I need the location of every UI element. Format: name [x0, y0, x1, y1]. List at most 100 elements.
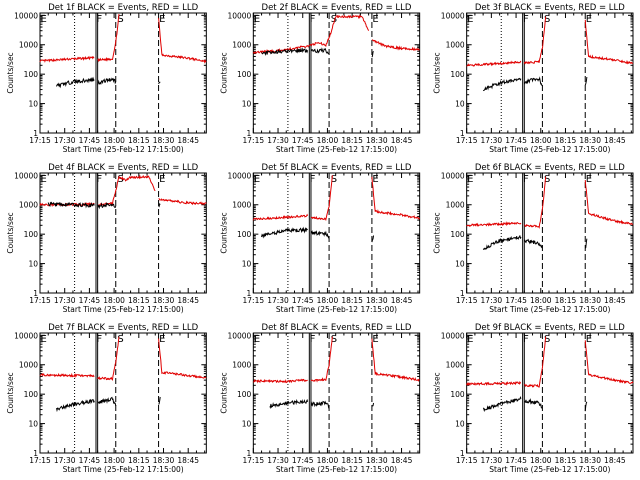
x-tick-label: 18:15: [555, 296, 577, 305]
y-tick-label: 10: [28, 260, 38, 269]
lld-series-line: [158, 338, 207, 379]
events-series-line: [47, 201, 95, 209]
x-axis-label: Start Time (25-Feb-12 17:15:00): [276, 465, 397, 474]
x-tick-label: 18:30: [579, 136, 601, 145]
y-tick-label: 10: [242, 260, 252, 269]
events-series-line: [371, 51, 374, 58]
marker-letter: E: [467, 334, 473, 345]
x-tick-label: 18:45: [391, 296, 413, 305]
x-tick-label: 18:15: [128, 456, 150, 465]
plot-frame: [39, 332, 207, 454]
lld-series-line: [371, 338, 420, 382]
y-tick-label: 1: [460, 129, 465, 138]
marker-letter: E: [467, 14, 473, 25]
events-series-line: [56, 398, 95, 413]
marker-letter: S: [331, 174, 337, 185]
x-tick-label: 18:00: [317, 136, 339, 145]
y-tick-label: 10000: [441, 11, 465, 20]
events-series-line: [269, 398, 309, 409]
y-tick-label: 10000: [14, 11, 38, 20]
events-series-line: [97, 77, 117, 85]
marker-letter: E: [586, 334, 592, 345]
y-tick-label: 1000: [19, 41, 38, 50]
panel-title: Det 5f BLACK = Events, RED = LLD: [262, 163, 412, 173]
x-tick-label: 17:45: [505, 136, 527, 145]
plot-frame: [39, 172, 207, 294]
x-tick-label: 18:30: [153, 136, 175, 145]
y-tick-label: 10000: [441, 171, 465, 180]
lld-series-line: [466, 221, 522, 228]
y-tick-label: 100: [237, 70, 252, 79]
y-axis-label: Counts/sec: [6, 52, 15, 93]
marker-letter: S: [331, 334, 337, 345]
marker-letter: S: [117, 14, 123, 25]
x-tick-label: 17:15: [456, 136, 478, 145]
detector-panel: Det 6f BLACK = Events, RED = LLD 1 10 100 10…: [433, 163, 634, 314]
x-tick-label: 17:45: [292, 456, 314, 465]
lld-series-line: [584, 180, 634, 225]
detector-panel: Det 4f BLACK = Events, RED = LLD 1 10 100 10…: [6, 163, 207, 314]
y-tick-label: 10000: [441, 331, 465, 340]
plot-frame: [466, 12, 634, 134]
marker-letter: E: [159, 14, 165, 25]
events-series-line: [584, 76, 588, 86]
marker-letter: E: [254, 174, 260, 185]
y-tick-label: 1000: [232, 361, 251, 370]
x-tick-label: 18:15: [555, 456, 577, 465]
y-axis-label: Counts/sec: [6, 372, 15, 413]
events-series-line: [482, 77, 522, 92]
x-axis-label: Start Time (25-Feb-12 17:15:00): [63, 145, 184, 154]
x-axis-label: Start Time (25-Feb-12 17:15:00): [276, 145, 397, 154]
y-tick-label: 10: [455, 420, 465, 429]
events-series-line: [56, 76, 95, 89]
y-axis-label: Counts/sec: [219, 372, 228, 413]
lld-series-line: [584, 19, 634, 65]
lld-series-line: [523, 16, 547, 65]
x-tick-label: 17:15: [29, 136, 51, 145]
y-tick-label: 100: [237, 390, 252, 399]
y-tick-label: 100: [237, 230, 252, 239]
lld-series-line: [39, 372, 95, 379]
plot-frame: [466, 332, 634, 454]
lld-series-line: [371, 39, 421, 51]
panel-title: Det 3f BLACK = Events, RED = LLD: [475, 3, 625, 13]
marker-letter: F: [96, 14, 102, 25]
plot-frame: [466, 172, 634, 294]
y-tick-label: 10: [242, 100, 252, 109]
marker-letter: S: [544, 174, 550, 185]
panel-title: Det 9f BLACK = Events, RED = LLD: [475, 323, 625, 333]
panel-title: Det 7f BLACK = Events, RED = LLD: [48, 323, 198, 333]
x-tick-label: 17:30: [267, 456, 289, 465]
x-tick-label: 17:45: [79, 296, 101, 305]
plot-frame: [252, 12, 421, 134]
x-tick-label: 18:45: [177, 296, 199, 305]
x-axis-label: Start Time (25-Feb-12 17:15:00): [63, 465, 184, 474]
x-tick-label: 18:15: [555, 136, 577, 145]
y-tick-label: 10: [242, 420, 252, 429]
x-tick-label: 17:30: [267, 136, 289, 145]
y-tick-label: 1: [460, 449, 465, 458]
plot-frame: [252, 332, 421, 454]
x-tick-label: 17:30: [267, 296, 289, 305]
y-tick-label: 100: [450, 70, 465, 79]
detector-panel: Det 1f BLACK = Events, RED = LLD 1 10 100 10…: [6, 3, 207, 154]
panel-title: Det 8f BLACK = Events, RED = LLD: [262, 323, 412, 333]
x-tick-label: 18:00: [530, 296, 552, 305]
lld-series-line: [523, 176, 547, 229]
marker-letter: F: [523, 14, 529, 25]
detector-panel: Det 5f BLACK = Events, RED = LLD 1 10 100 10…: [219, 163, 421, 314]
marker-letter: E: [254, 334, 260, 345]
plot-frame: [252, 172, 421, 294]
y-tick-label: 1: [33, 129, 38, 138]
detector-panel: Det 7f BLACK = Events, RED = LLD 1 10 100 10…: [6, 323, 207, 474]
y-tick-label: 100: [450, 390, 465, 399]
x-tick-label: 17:15: [243, 296, 265, 305]
y-tick-label: 1: [247, 129, 252, 138]
marker-letter: F: [310, 174, 316, 185]
lld-series-line: [310, 336, 333, 383]
events-series-line: [523, 76, 543, 87]
x-tick-label: 18:15: [128, 136, 150, 145]
x-tick-label: 17:45: [505, 456, 527, 465]
marker-letter: E: [40, 14, 46, 25]
events-series-line: [371, 402, 375, 407]
